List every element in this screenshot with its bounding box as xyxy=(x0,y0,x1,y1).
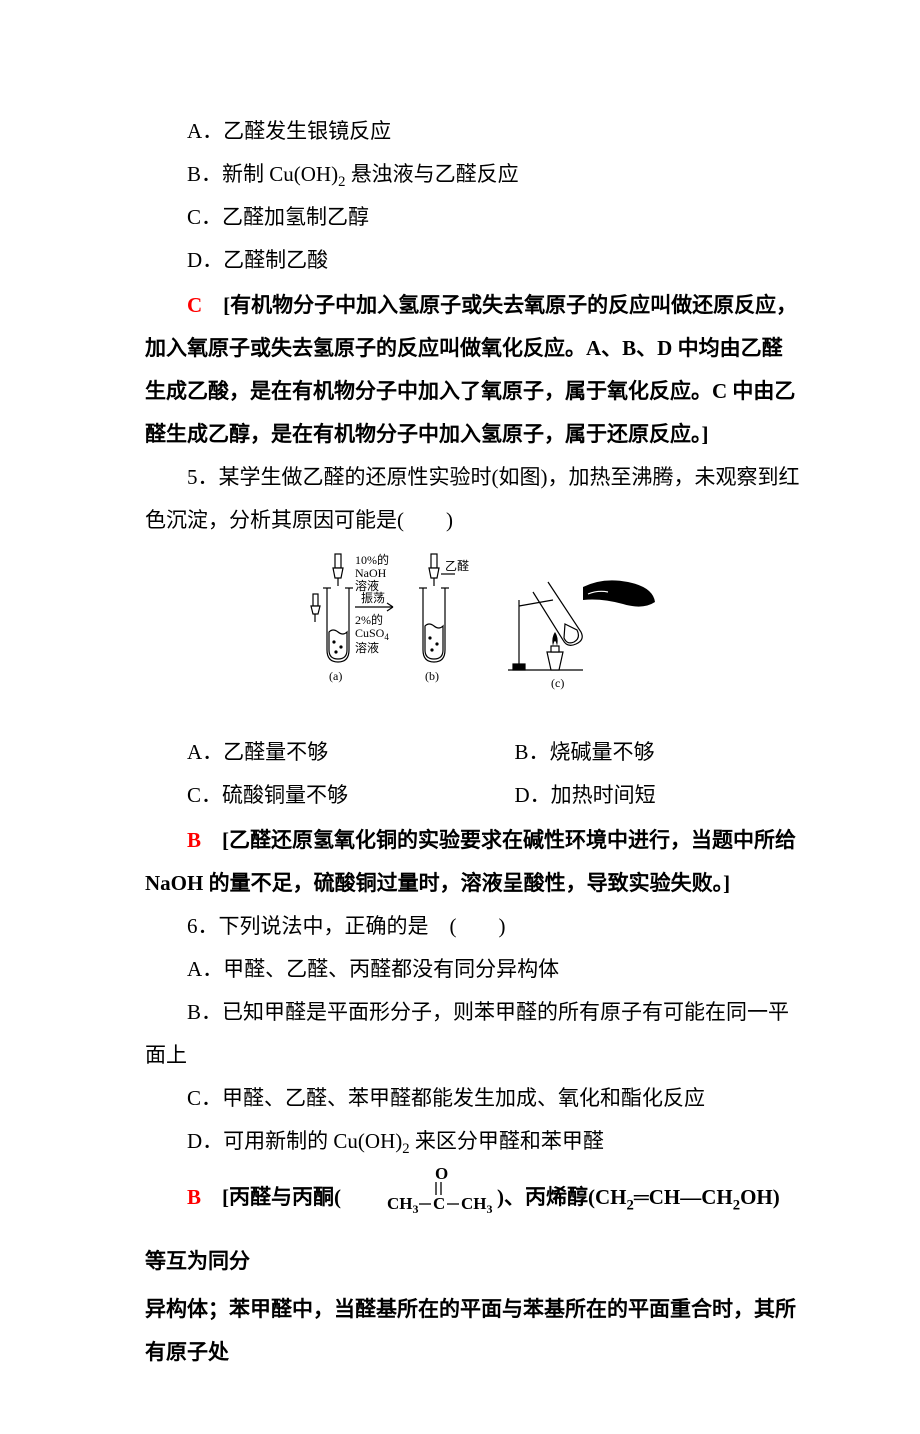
answer-6-pre: [丙醛与丙酮( xyxy=(201,1185,341,1209)
svg-text:NaOH: NaOH xyxy=(355,566,387,580)
q6-optC: C．甲醛、乙醛、苯甲醛都能发生加成、氧化和酯化反应 xyxy=(145,1077,800,1120)
answer-6-mid-sub2: 2 xyxy=(733,1197,740,1213)
answer-5-key: B xyxy=(187,828,201,852)
opt-a1: A．乙醛发生银镜反应 xyxy=(145,110,800,153)
q6-optA: A．甲醛、乙醛、丙醛都没有同分异构体 xyxy=(145,948,800,991)
q5-stem: 5．某学生做乙醛的还原性实验时(如图)，加热至沸腾，未观察到红色沉淀，分析其原因… xyxy=(145,456,800,542)
answer-5-text: [乙醛还原氢氧化铜的实验要求在碱性环境中进行，当题中所给 NaOH 的量不足，硫… xyxy=(145,828,796,895)
q5-optA: A．乙醛量不够 xyxy=(145,731,473,774)
svg-text:C: C xyxy=(433,1194,445,1213)
q5-figure: 10%的 NaOH 溶液 振荡 2%的 CuSO4 溶液 (a) xyxy=(145,552,800,722)
answer-5: B [乙醛还原氢氧化铜的实验要求在碱性环境中进行，当题中所给 NaOH 的量不足… xyxy=(145,819,800,905)
svg-text:CH3: CH3 xyxy=(387,1194,419,1213)
answer-6-line2: 异构体；苯甲醛中，当醛基所在的平面与苯基所在的平面重合时，其所有原子处 xyxy=(145,1288,800,1374)
svg-text:乙醛: 乙醛 xyxy=(445,558,469,573)
svg-text:CH3: CH3 xyxy=(461,1194,493,1213)
opt-b1-post: 悬浊液与乙醛反应 xyxy=(345,162,518,186)
q5-optC: C．硫酸铜量不够 xyxy=(145,774,473,817)
q5-optD: D．加热时间短 xyxy=(473,774,801,817)
svg-text:10%的: 10%的 xyxy=(355,552,389,567)
answer-6: B [丙醛与丙酮( O CH3 C CH3 )、丙烯醇(CH2═CH—CH2OH… xyxy=(145,1165,800,1374)
opt-b1: B．新制 Cu(OH)2 悬浊液与乙醛反应 xyxy=(145,153,800,196)
q6-stem: 6．下列说法中，正确的是 ( ) xyxy=(145,905,800,948)
answer-1: C [有机物分子中加入氢原子或失去氧原子的反应叫做还原反应，加入氧原子或失去氢原… xyxy=(145,284,800,456)
svg-text:O: O xyxy=(435,1165,448,1183)
svg-text:溶液: 溶液 xyxy=(355,640,379,655)
q6-D-sub: 2 xyxy=(402,1141,409,1157)
answer-6-mid-dbond: ═ xyxy=(634,1185,649,1209)
svg-text:CuSO4: CuSO4 xyxy=(355,626,389,642)
answer-6-mid-ch: CH—CH xyxy=(649,1185,733,1209)
q6-D-post: 来区分甲醛和苯甲醛 xyxy=(410,1129,604,1153)
svg-text:振荡: 振荡 xyxy=(361,591,385,605)
q6-optD: D．可用新制的 Cu(OH)2 来区分甲醛和苯甲醛 xyxy=(145,1120,800,1163)
q5-opts-row2: C．硫酸铜量不够 D．加热时间短 xyxy=(145,774,800,817)
svg-text:2%的: 2%的 xyxy=(355,612,383,627)
q6-D-pre: D．可用新制的 Cu(OH) xyxy=(187,1129,402,1153)
acetone-structure-icon: O CH3 C CH3 xyxy=(343,1165,495,1234)
svg-text:(c): (c) xyxy=(551,676,564,690)
answer-6-key: B xyxy=(187,1185,201,1209)
answer-1-key: C xyxy=(187,293,202,317)
svg-text:(a): (a) xyxy=(329,669,342,683)
q5-optB: B．烧碱量不够 xyxy=(473,731,801,774)
experiment-diagram-icon: 10%的 NaOH 溶液 振荡 2%的 CuSO4 溶液 (a) xyxy=(283,552,663,707)
q5-opts-row1: A．乙醛量不够 B．烧碱量不够 xyxy=(145,731,800,774)
opt-d1: D．乙醛制乙酸 xyxy=(145,239,800,282)
q6-optB: B．已知甲醛是平面形分子，则苯甲醛的所有原子有可能在同一平面上 xyxy=(145,991,800,1077)
answer-6-mid-pre: )、丙烯醇(CH xyxy=(497,1185,627,1209)
svg-text:(b): (b) xyxy=(425,669,439,683)
page-container: A．乙醛发生银镜反应 B．新制 Cu(OH)2 悬浊液与乙醛反应 C．乙醛加氢制… xyxy=(0,0,920,1434)
opt-c1: C．乙醛加氢制乙醇 xyxy=(145,196,800,239)
answer-6-mid-sub1: 2 xyxy=(627,1197,634,1213)
opt-b1-pre: B．新制 Cu(OH) xyxy=(187,162,338,186)
answer-1-text: [有机物分子中加入氢原子或失去氧原子的反应叫做还原反应，加入氧原子或失去氢原子的… xyxy=(145,293,797,446)
